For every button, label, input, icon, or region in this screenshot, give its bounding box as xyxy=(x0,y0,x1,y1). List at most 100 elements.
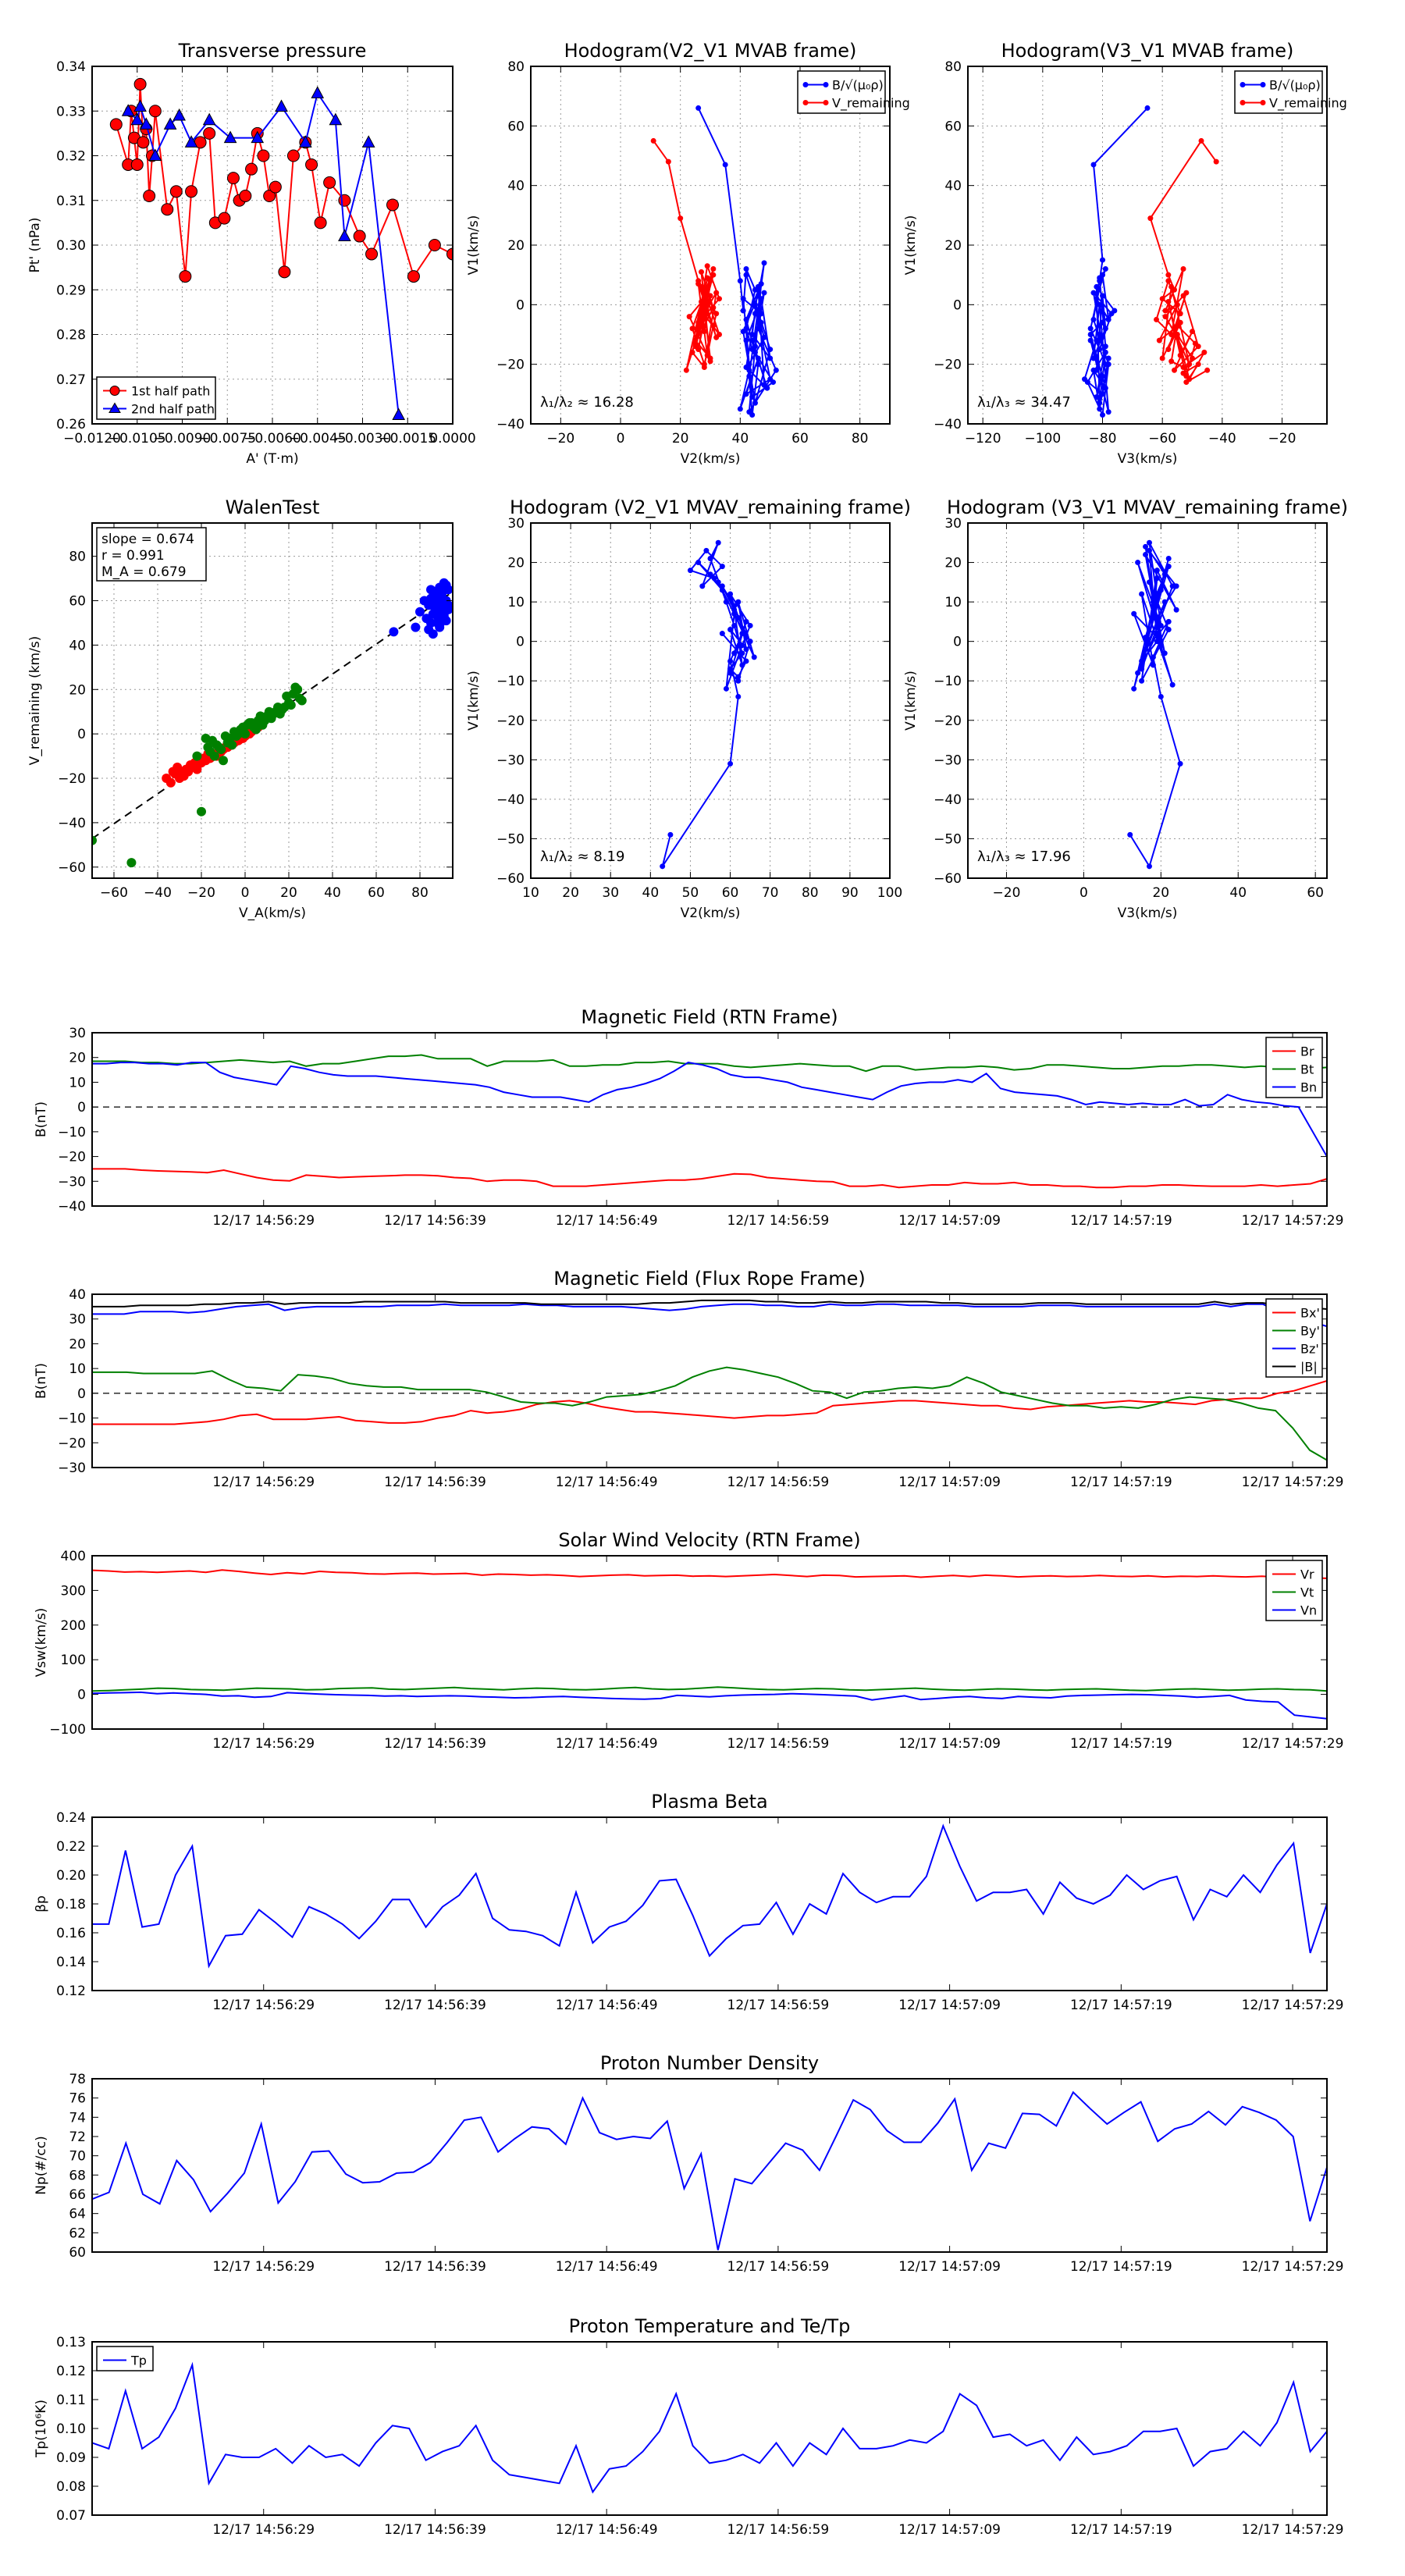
data-point xyxy=(1156,337,1162,343)
data-point xyxy=(1158,622,1164,628)
data-point xyxy=(209,751,219,761)
data-point xyxy=(1087,326,1094,332)
data-point xyxy=(1180,364,1186,370)
y-tick-label: −30 xyxy=(58,1461,86,1476)
data-point xyxy=(314,216,327,229)
series-vr xyxy=(92,1569,1327,1579)
data-point xyxy=(163,117,177,130)
data-point xyxy=(92,835,97,845)
data-point xyxy=(722,162,728,168)
data-point xyxy=(415,607,425,617)
x-tick-label: 12/17 14:56:59 xyxy=(727,1213,830,1229)
y-axis-label: V1(km/s) xyxy=(466,215,482,276)
series-by- xyxy=(92,1366,1327,1461)
data-point xyxy=(758,319,764,326)
series-by--line xyxy=(92,1366,1327,1461)
data-point xyxy=(1135,560,1141,566)
y-axis-label: V_remaining (km/s) xyxy=(27,636,43,766)
data-point xyxy=(1154,614,1160,621)
data-point xyxy=(737,406,743,412)
x-tick-label: 12/17 14:56:29 xyxy=(212,1213,315,1229)
data-point xyxy=(695,319,702,326)
x-tick-label: 12/17 14:56:39 xyxy=(384,1475,486,1490)
legend: B/√(μ₀ρ) V_remaining xyxy=(1234,70,1347,114)
x-tick-label: −20 xyxy=(993,885,1021,901)
plot-area xyxy=(650,105,779,418)
series-beta-line xyxy=(92,1823,1327,1969)
x-tick-label: 40 xyxy=(1229,885,1247,901)
data-point xyxy=(1174,332,1180,337)
chart-title: Proton Number Density xyxy=(600,2052,819,2074)
y-tick-label: 20 xyxy=(507,556,525,571)
x-tick-label: 60 xyxy=(722,885,739,901)
data-point xyxy=(1172,367,1177,373)
plot-frame xyxy=(91,2078,1328,2253)
data-point xyxy=(752,311,758,317)
data-point xyxy=(667,831,674,838)
data-point xyxy=(704,301,710,308)
data-point xyxy=(1165,278,1172,284)
stats-box xyxy=(96,527,207,582)
y-tick-label: 64 xyxy=(69,2207,86,2222)
y-axis-label: Vsw(km/s) xyxy=(34,1608,49,1678)
data-point xyxy=(761,382,767,388)
data-point xyxy=(1198,137,1204,144)
data-point xyxy=(1159,296,1165,302)
data-point xyxy=(226,172,240,185)
x-tick-label: 12/17 14:56:39 xyxy=(384,1213,486,1229)
y-axis-label: Tp(10⁶K) xyxy=(34,2400,49,2458)
x-tick-label: −0.0120 xyxy=(63,431,121,447)
data-point xyxy=(1146,539,1152,546)
ticks: 12/17 14:56:29 12/17 14:56:39 12/17 14:56:… xyxy=(69,2072,1343,2275)
data-point xyxy=(739,631,745,637)
ticks: 12/17 14:56:29 12/17 14:56:39 12/17 14:56:… xyxy=(56,2335,1343,2538)
stats-line: r = 0.991 xyxy=(101,548,165,564)
data-point xyxy=(719,631,725,637)
chart-solar-wind-velocity-rtn: 12/17 14:56:29 12/17 14:56:39 12/17 14:56:… xyxy=(34,1529,1343,1752)
x-tick-label: 10 xyxy=(522,885,539,901)
series-v-remaining-line xyxy=(1149,139,1218,383)
data-point xyxy=(1165,347,1172,353)
data-point xyxy=(1154,316,1159,322)
data-point xyxy=(143,190,156,203)
data-point xyxy=(202,112,216,126)
plot-area xyxy=(660,539,757,870)
y-tick-label: 10 xyxy=(69,1075,86,1091)
x-tick-label: 12/17 14:57:19 xyxy=(1070,1475,1172,1490)
y-tick-label: −40 xyxy=(58,1199,86,1215)
data-point xyxy=(727,658,734,664)
chart-title: Magnetic Field (Flux Rope Frame) xyxy=(553,1268,865,1290)
data-point xyxy=(713,290,720,296)
y-tick-label: −30 xyxy=(934,753,962,768)
legend-label: Br xyxy=(1300,1044,1314,1059)
plot-area xyxy=(92,1823,1327,1969)
data-point xyxy=(710,304,717,311)
y-tick-label: −40 xyxy=(496,417,525,432)
y-tick-label: −20 xyxy=(58,1436,86,1451)
data-point xyxy=(1150,614,1156,621)
data-point xyxy=(715,539,721,546)
plot-frame xyxy=(91,1816,1328,1991)
y-tick-label: −40 xyxy=(934,792,962,808)
data-point xyxy=(707,293,713,299)
data-point xyxy=(407,270,420,283)
chart-magnetic-field-rtn: 12/17 14:56:29 12/17 14:56:39 12/17 14:56:… xyxy=(34,1006,1343,1229)
legend-label: 1st half path xyxy=(131,384,210,399)
data-point xyxy=(704,263,710,269)
data-point xyxy=(743,658,749,664)
data-point xyxy=(1158,639,1164,645)
data-point xyxy=(1180,370,1186,376)
eigenvalue-ratio-label: λ₁/λ₂ ≈ 8.19 xyxy=(540,849,624,865)
data-point xyxy=(329,112,343,126)
data-point xyxy=(1169,681,1176,688)
x-tick-label: −0.0060 xyxy=(244,431,301,447)
data-point xyxy=(767,355,774,361)
data-point xyxy=(1201,349,1208,355)
series-bn-line xyxy=(92,1062,1327,1158)
data-point xyxy=(443,600,453,610)
data-point xyxy=(1090,316,1097,322)
y-tick-label: 100 xyxy=(61,1653,86,1668)
legend: 1st half path 2nd half path xyxy=(96,376,216,420)
data-point xyxy=(1139,658,1145,664)
y-tick-label: −50 xyxy=(934,831,962,847)
